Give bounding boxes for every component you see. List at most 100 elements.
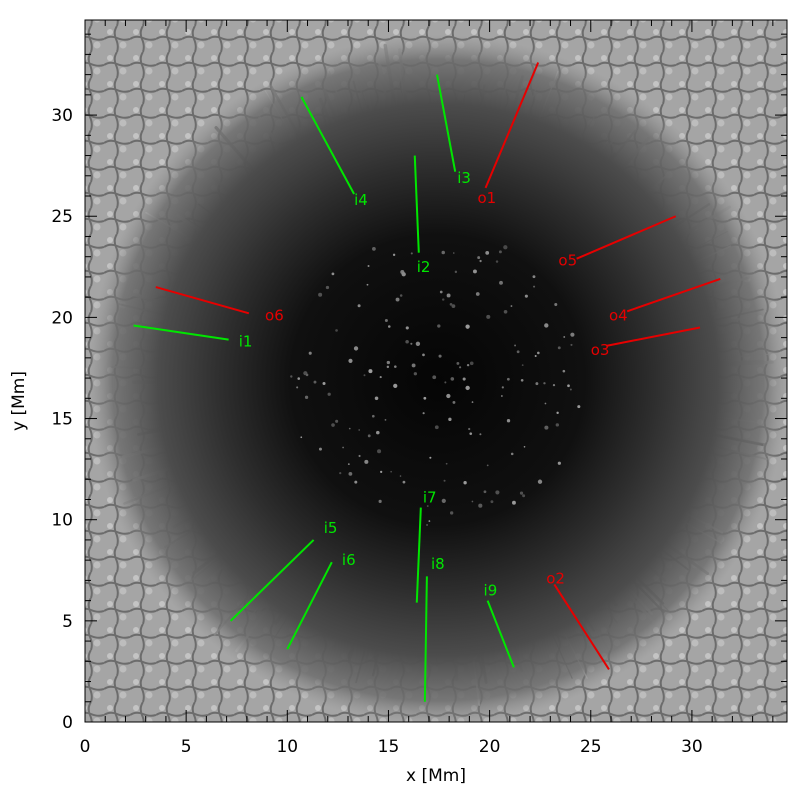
umbral-dot <box>405 326 409 330</box>
umbral-dot <box>552 384 556 387</box>
umbral-dot <box>503 245 508 250</box>
umbral-dot <box>537 479 543 484</box>
y-tick-label: 5 <box>62 612 73 632</box>
umbral-dots <box>290 245 581 526</box>
umbral-dot <box>503 309 508 314</box>
umbral-dot <box>516 350 520 354</box>
umbral-dot <box>439 290 443 294</box>
umbral-dot <box>567 384 570 388</box>
umbral-dot <box>426 505 429 508</box>
umbral-dot <box>411 363 416 368</box>
umbral-dot <box>510 452 514 456</box>
x-tick-label: 20 <box>479 737 501 757</box>
umbral-dot <box>521 364 524 366</box>
umbral-dot <box>410 252 413 255</box>
umbral-dot <box>544 323 549 328</box>
sunspot-umbra-penumbra <box>88 35 787 722</box>
umbral-dot <box>469 432 473 435</box>
umbral-dot <box>438 354 442 358</box>
umbral-dot <box>563 336 566 338</box>
y-axis-title: y [Mm] <box>9 371 29 431</box>
umbral-dot <box>342 446 344 449</box>
umbral-dot <box>554 303 558 307</box>
umbral-dot <box>327 392 331 396</box>
marker-label-i6: i6 <box>342 551 356 569</box>
umbral-dot <box>368 369 373 374</box>
marker-line-i4 <box>300 96 355 195</box>
marker-label-o2: o2 <box>546 569 565 587</box>
x-tick-label: 0 <box>80 737 91 757</box>
umbral-dot <box>434 425 439 430</box>
umbral-dot <box>569 388 572 391</box>
umbral-dot <box>444 381 447 384</box>
marker-label-i1: i1 <box>239 333 253 351</box>
umbral-dot <box>384 418 387 421</box>
umbral-dot <box>555 423 560 427</box>
umbral-dot <box>357 304 361 308</box>
x-tick-label: 25 <box>580 737 602 757</box>
umbral-dot <box>475 292 480 296</box>
marker-line-o4 <box>626 278 721 313</box>
umbral-dot <box>300 436 303 439</box>
umbral-dot <box>366 283 369 286</box>
umbral-dot <box>543 382 546 385</box>
marker-line-o6 <box>155 286 250 315</box>
umbral-dot <box>401 272 406 277</box>
marker-line-i3 <box>436 74 457 172</box>
x-tick-label: 30 <box>681 737 703 757</box>
umbral-dot <box>514 344 517 347</box>
umbral-dot <box>485 251 490 255</box>
umbral-dot <box>479 433 482 436</box>
x-tick-label: 10 <box>276 737 298 757</box>
umbral-dot <box>304 395 309 399</box>
umbral-dot <box>313 380 317 384</box>
marker-label-i2: i2 <box>417 258 431 276</box>
umbral-dot <box>501 386 504 389</box>
umbral-dot <box>557 461 561 465</box>
umbral-dot <box>471 401 474 403</box>
marker-line-i7 <box>415 507 422 603</box>
umbral-dot <box>477 256 481 260</box>
umbral-dot <box>422 412 425 415</box>
umbral-dot <box>325 285 330 290</box>
umbral-dot <box>386 360 390 365</box>
umbral-dot <box>374 396 379 401</box>
umbral-dot <box>443 479 446 482</box>
umbral-dot <box>557 346 561 350</box>
x-axis-title: x [Mm] <box>406 766 466 786</box>
marker-label-i5: i5 <box>324 519 338 537</box>
umbral-dot <box>452 400 456 404</box>
umbral-dot <box>372 247 376 251</box>
umbral-dot <box>446 293 451 298</box>
marker-line-i6 <box>286 561 333 650</box>
umbral-dot <box>506 377 510 381</box>
umbral-dot <box>410 342 413 345</box>
umbral-dot <box>429 456 432 459</box>
umbral-dot <box>378 499 382 503</box>
umbral-dot <box>486 464 489 467</box>
umbral-dot <box>478 503 483 508</box>
umbral-dot <box>422 353 425 357</box>
umbral-dot <box>577 405 581 409</box>
umbral-dot <box>450 511 454 515</box>
x-tick-label: 15 <box>378 737 400 757</box>
umbral-dot <box>379 376 382 379</box>
umbral-dot <box>358 429 361 431</box>
marker-label-i7: i7 <box>423 488 437 506</box>
umbral-dot <box>479 259 482 263</box>
umbral-dot <box>415 341 421 346</box>
umbral-dot <box>335 329 338 332</box>
marker-line-o2 <box>553 583 610 670</box>
marker-line-i1 <box>133 324 229 341</box>
umbral-dot <box>468 427 471 431</box>
umbral-dot <box>331 423 335 427</box>
umbral-dot <box>471 500 474 503</box>
umbral-dot <box>428 520 431 522</box>
marker-label-i4: i4 <box>354 191 368 209</box>
umbral-dot <box>537 351 540 355</box>
umbral-dot <box>465 324 470 329</box>
umbral-dot <box>522 494 526 498</box>
y-tick-label: 0 <box>62 713 73 733</box>
umbral-dot <box>441 498 446 504</box>
